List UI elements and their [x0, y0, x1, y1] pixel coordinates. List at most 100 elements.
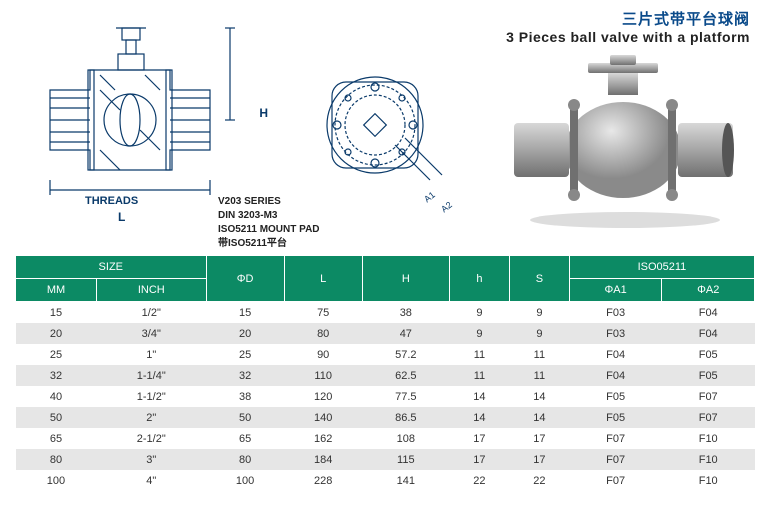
hdr-inch: INCH [96, 279, 206, 302]
table-row: 151/2"15753899F03F04 [16, 302, 755, 324]
cell-a2: F05 [662, 365, 755, 386]
table-body: 151/2"15753899F03F04203/4"20804799F03F04… [16, 302, 755, 492]
cell-s: 9 [509, 302, 569, 324]
series-info: V203 SERIES DIN 3203-M3 ISO5211 MOUNT PA… [218, 195, 320, 251]
cell-a2: F10 [662, 449, 755, 470]
cell-inch: 3" [96, 449, 206, 470]
series-line2: DIN 3203-M3 [218, 209, 320, 223]
title-chinese: 三片式带平台球阀 [506, 8, 750, 29]
cell-inch: 1-1/2" [96, 386, 206, 407]
cell-a2: F05 [662, 344, 755, 365]
hdr-size: SIZE [16, 256, 207, 279]
cell-s: 22 [509, 470, 569, 491]
flange-top-diagram: A1 A2 [310, 60, 460, 210]
table-row: 251"259057.21111F04F05 [16, 344, 755, 365]
cross-section-diagram: H L [30, 20, 250, 210]
cell-l: 162 [284, 428, 362, 449]
valve-cross-section-svg [30, 20, 250, 210]
cell-a1: F05 [569, 386, 662, 407]
cell-a2: F04 [662, 323, 755, 344]
product-photo [510, 55, 740, 230]
cell-d: 80 [206, 449, 284, 470]
cell-mm: 40 [16, 386, 97, 407]
table-header: SIZE ΦD L H h S ISO05211 MM INCH ΦA1 ΦA2 [16, 256, 755, 302]
cell-mm: 25 [16, 344, 97, 365]
cell-mm: 50 [16, 407, 97, 428]
title-english: 3 Pieces ball valve with a platform [506, 29, 750, 45]
cell-H: 77.5 [362, 386, 449, 407]
cell-a1: F03 [569, 323, 662, 344]
cell-d: 100 [206, 470, 284, 491]
cell-H: 38 [362, 302, 449, 324]
cell-mm: 80 [16, 449, 97, 470]
cell-mm: 32 [16, 365, 97, 386]
hdr-iso: ISO05211 [569, 256, 754, 279]
cell-d: 50 [206, 407, 284, 428]
cell-s: 9 [509, 323, 569, 344]
cell-inch: 1/2" [96, 302, 206, 324]
table-row: 321-1/4"3211062.51111F04F05 [16, 365, 755, 386]
cell-d: 25 [206, 344, 284, 365]
cell-h: 17 [449, 449, 509, 470]
cell-h: 14 [449, 386, 509, 407]
cell-a2: F10 [662, 470, 755, 491]
cell-H: 47 [362, 323, 449, 344]
valve-photo-svg [510, 55, 740, 230]
dim-label-h: H [259, 106, 268, 120]
cell-mm: 100 [16, 470, 97, 491]
table-row: 652-1/2"651621081717F07F10 [16, 428, 755, 449]
cell-a2: F10 [662, 428, 755, 449]
cell-a2: F07 [662, 386, 755, 407]
cell-a1: F05 [569, 407, 662, 428]
cell-s: 14 [509, 386, 569, 407]
table-row: 401-1/2"3812077.51414F05F07 [16, 386, 755, 407]
cell-l: 80 [284, 323, 362, 344]
hdr-s: S [509, 256, 569, 302]
cell-a1: F03 [569, 302, 662, 324]
cell-l: 75 [284, 302, 362, 324]
top-section: 三片式带平台球阀 3 Pieces ball valve with a plat… [0, 0, 770, 255]
cell-H: 62.5 [362, 365, 449, 386]
cell-a1: F04 [569, 344, 662, 365]
cell-mm: 65 [16, 428, 97, 449]
cell-s: 17 [509, 428, 569, 449]
cell-h: 22 [449, 470, 509, 491]
cell-h: 9 [449, 323, 509, 344]
cell-a1: F04 [569, 365, 662, 386]
page: 三片式带平台球阀 3 Pieces ball valve with a plat… [0, 0, 770, 508]
cell-h: 11 [449, 344, 509, 365]
table-row: 502"5014086.51414F05F07 [16, 407, 755, 428]
cell-d: 32 [206, 365, 284, 386]
cell-a1: F07 [569, 470, 662, 491]
cell-s: 14 [509, 407, 569, 428]
cell-mm: 15 [16, 302, 97, 324]
cell-l: 140 [284, 407, 362, 428]
cell-a2: F04 [662, 302, 755, 324]
title-block: 三片式带平台球阀 3 Pieces ball valve with a plat… [506, 8, 750, 45]
cell-s: 11 [509, 344, 569, 365]
cell-H: 86.5 [362, 407, 449, 428]
cell-l: 120 [284, 386, 362, 407]
cell-s: 11 [509, 365, 569, 386]
cell-H: 141 [362, 470, 449, 491]
hdr-a1: ΦA1 [569, 279, 662, 302]
hdr-d: ΦD [206, 256, 284, 302]
cell-inch: 2" [96, 407, 206, 428]
table-row: 1004"1002281412222F07F10 [16, 470, 755, 491]
spec-table: SIZE ΦD L H h S ISO05211 MM INCH ΦA1 ΦA2… [15, 255, 755, 491]
flange-svg [310, 60, 460, 210]
cell-l: 184 [284, 449, 362, 470]
cell-H: 57.2 [362, 344, 449, 365]
cell-H: 108 [362, 428, 449, 449]
cell-l: 110 [284, 365, 362, 386]
table-row: 803"801841151717F07F10 [16, 449, 755, 470]
hdr-l: L [284, 256, 362, 302]
cell-d: 15 [206, 302, 284, 324]
cell-h: 14 [449, 407, 509, 428]
cell-inch: 3/4" [96, 323, 206, 344]
cell-d: 20 [206, 323, 284, 344]
series-line3: ISO5211 MOUNT PAD [218, 223, 320, 237]
cell-h: 11 [449, 365, 509, 386]
dim-label-l: L [118, 210, 125, 224]
cell-inch: 1" [96, 344, 206, 365]
